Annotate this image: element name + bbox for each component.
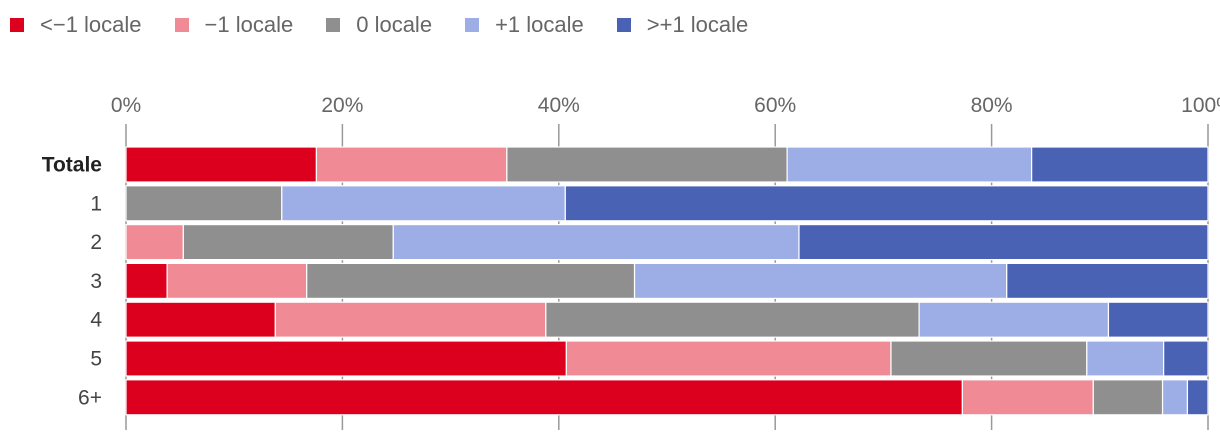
legend-item: +1 locale: [465, 12, 584, 38]
y-category-label: Totale: [42, 154, 102, 177]
bar-segment: [798, 224, 1209, 261]
bar-segment: [961, 379, 1094, 416]
bar-segment: [306, 262, 636, 299]
x-tick-label: 20%: [321, 94, 363, 117]
legend-item: <−1 locale: [10, 12, 142, 38]
bar-segment: [565, 340, 892, 377]
bar-segment: [274, 301, 547, 338]
legend-label: >+1 locale: [646, 12, 749, 37]
legend-label: 0 locale: [356, 12, 433, 37]
bar-segment: [125, 379, 963, 416]
x-tick-label: 0%: [111, 94, 141, 117]
y-category-label: 6+: [78, 386, 102, 409]
bar-segment: [125, 185, 283, 222]
bar-segment: [182, 224, 394, 261]
bar-segment: [786, 146, 1033, 183]
bar-segment: [1107, 301, 1209, 338]
bar-segment: [1031, 146, 1209, 183]
legend-swatch: [174, 18, 189, 32]
bar-segment: [564, 185, 1209, 222]
bar-segment: [125, 146, 318, 183]
legend-swatch: [326, 18, 341, 32]
x-tick-label: 80%: [971, 94, 1013, 117]
legend-item: 0 locale: [326, 12, 432, 38]
y-category-label: 4: [90, 309, 102, 332]
bar-segment: [1006, 262, 1209, 299]
legend-label: −1 locale: [204, 12, 294, 37]
bar-segment: [125, 224, 184, 261]
x-tick-label: 40%: [538, 94, 580, 117]
legend: <−1 locale −1 locale 0 locale +1 locale …: [10, 12, 781, 38]
legend-item: >+1 locale: [616, 12, 749, 38]
bar-segment: [1092, 379, 1164, 416]
bar-segment: [506, 146, 788, 183]
legend-swatch: [10, 18, 24, 32]
bar-segment: [1163, 340, 1209, 377]
bar-segment: [392, 224, 800, 261]
bar-segment: [1186, 379, 1209, 416]
bar-segment: [545, 301, 920, 338]
bar-segment: [281, 185, 566, 222]
bar-segment: [125, 301, 276, 338]
x-tick-label: 100%: [1181, 94, 1220, 117]
bar-segment: [633, 262, 1008, 299]
bar-segment: [125, 262, 168, 299]
bar-segment: [1161, 379, 1189, 416]
x-tick-label: 60%: [754, 94, 796, 117]
legend-swatch: [465, 18, 480, 32]
bar-segment: [166, 262, 308, 299]
legend-label: +1 locale: [495, 12, 584, 37]
bar-segment: [315, 146, 508, 183]
bar-segment: [1086, 340, 1165, 377]
y-category-label: 2: [90, 231, 102, 254]
legend-swatch: [616, 18, 631, 32]
legend-item: −1 locale: [174, 12, 294, 38]
y-category-label: 3: [90, 270, 102, 293]
y-category-label: 5: [90, 348, 102, 371]
legend-label: <−1 locale: [40, 12, 142, 37]
bar-segment: [125, 340, 567, 377]
y-category-label: 1: [90, 192, 102, 215]
bar-segment: [918, 301, 1110, 338]
bar-segment: [890, 340, 1088, 377]
